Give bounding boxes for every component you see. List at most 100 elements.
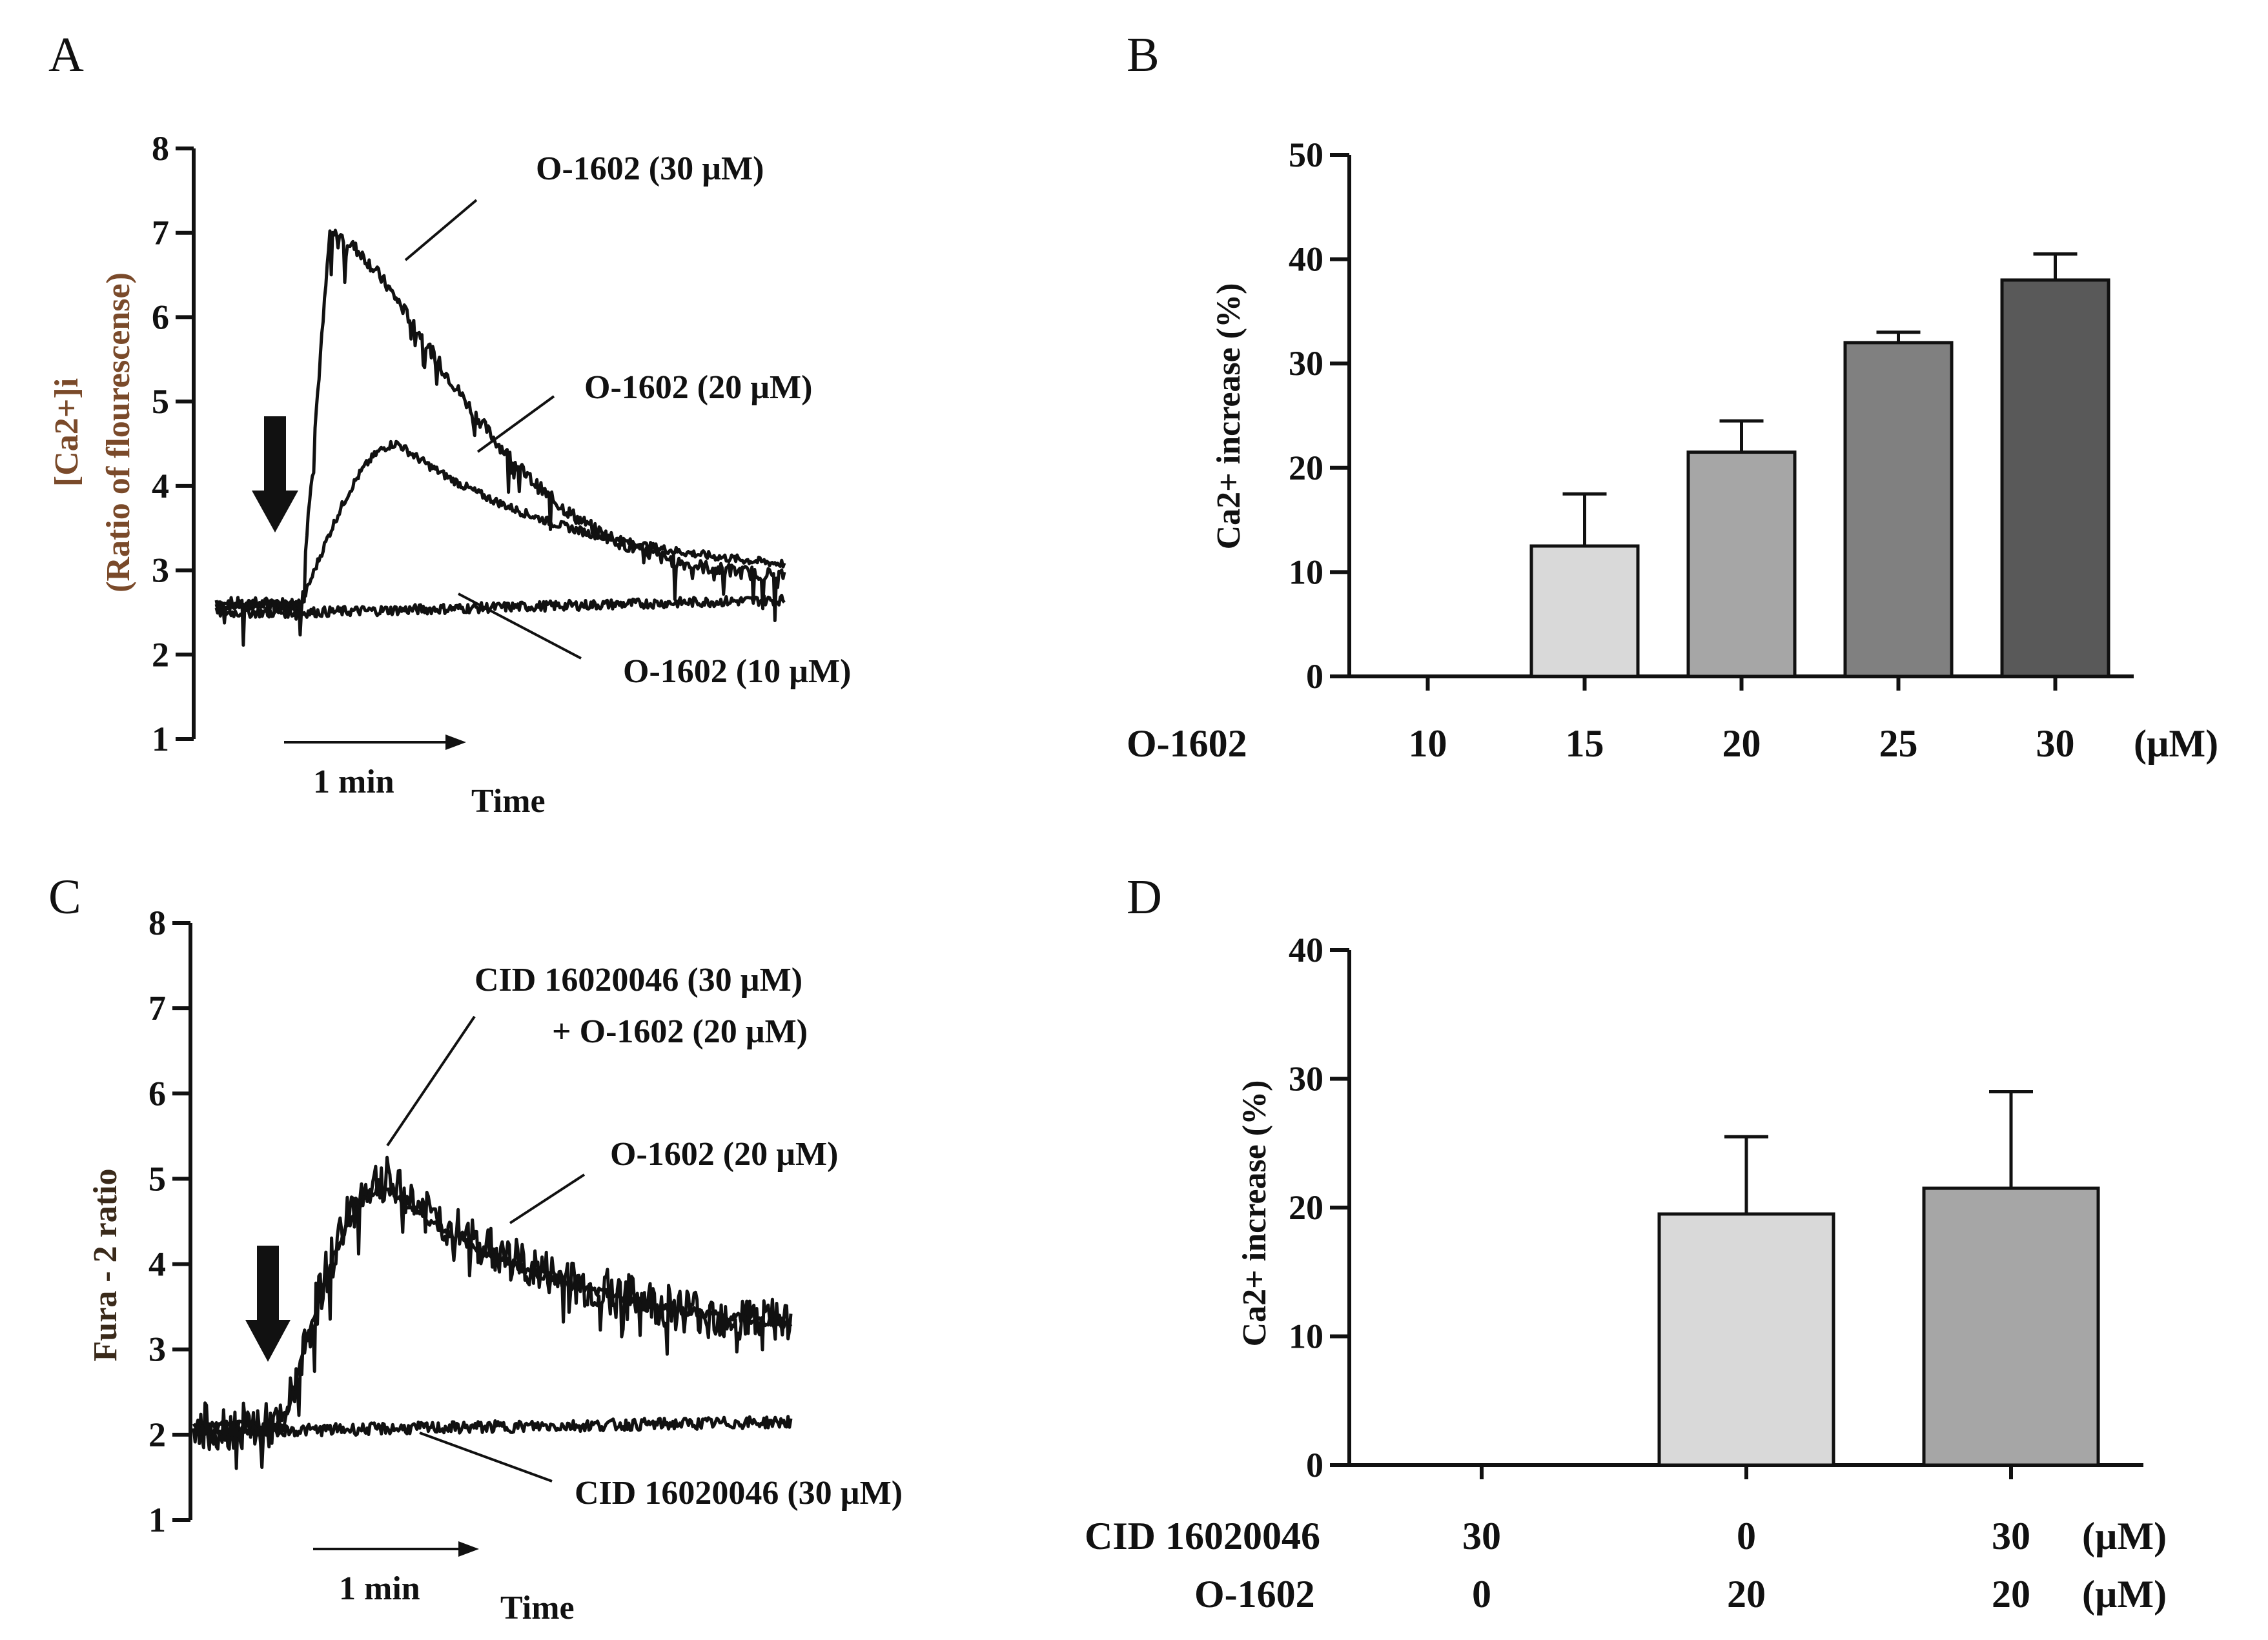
panel-d-categories: 30 0 0 20 30 20 [1462,1515,2030,1615]
panel-c-tick-label: 5 [148,1159,166,1198]
panel-a-traces [214,228,786,647]
panel-d-category-label: 0 [1472,1573,1491,1615]
panel-d-category-label: 20 [1992,1573,2030,1615]
panel-c-tick-label: 8 [148,904,166,942]
panel-a-trace-0 [214,228,786,647]
panel-d-bar [1657,1212,1835,1467]
panel-c-scale-label: 1 min [339,1570,420,1607]
panel-c-tick-label: 3 [148,1330,166,1369]
panel-letter-c: C [48,870,81,924]
panel-b-y-ticks: 0 10 20 30 40 50 [1289,136,1351,696]
panel-d-tick-label: 40 [1289,931,1323,969]
panel-b-tick-label: 30 [1289,344,1323,383]
panel-d-bars [1349,1089,2143,1479]
panel-b-category-label: 15 [1566,722,1604,765]
panel-b-tick-label: 10 [1289,552,1323,591]
panel-c-ylabel: Fura - 2 ratio [87,1169,124,1362]
panel-a-ylabel-sub: (Ratio of flourescense) [100,272,137,592]
panel-b-category-label: 30 [2036,722,2075,765]
panel-d-tick-label: 0 [1306,1446,1323,1484]
panel-c-leader-cid [419,1432,553,1483]
panel-d-category-label: 0 [1737,1515,1756,1557]
panel-c-label-cid: CID 16020046 (30 µM) [575,1475,903,1512]
panel-b-category-label: 10 [1409,722,1447,765]
panel-a-tick-label: 8 [152,129,169,168]
panel-a-tick-label: 6 [152,298,169,336]
panel-d-unit-1: (µM) [2082,1515,2167,1557]
panel-d-tick-label: 30 [1289,1060,1323,1098]
panel-d-category-label: 30 [1462,1515,1501,1557]
panel-d-bar-chart: 0 10 20 30 40 Ca2+ increase (%) CID 16020046… [1085,931,2167,1615]
panel-d-tick-label: 10 [1289,1317,1323,1356]
panel-a-leader-20 [476,395,555,453]
panel-letter-b: B [1127,28,1160,82]
panel-d-row-label-o1602: O-1602 [1194,1573,1315,1615]
panel-b-bar [1529,544,1640,678]
panel-b-bar [1686,450,1797,678]
panel-b-category-label: 20 [1722,722,1761,765]
panel-a-leader-30 [404,199,478,261]
panel-a-tick-label: 7 [152,214,169,252]
panel-a-y-ticks: 1 2 3 4 5 6 7 8 [152,129,196,758]
panel-c-leader-o1602 [509,1173,586,1224]
panel-a-label-10: O-1602 (10 µM) [623,653,851,690]
panel-letter-a: A [48,28,84,82]
panel-a-trace-chart: 1 2 3 4 5 6 7 8 [Ca2+]i (Ratio of flourescense)… [48,129,851,820]
panel-d-unit-2: (µM) [2082,1573,2167,1615]
panel-d-y-ticks: 0 10 20 30 40 [1289,931,1351,1484]
panel-d-tick-label: 20 [1289,1188,1323,1227]
panel-c-trace-2 [192,1415,793,1438]
panel-c-tick-label: 1 [148,1501,166,1539]
panel-a-tick-label: 4 [152,467,169,505]
panel-a-scale-arrow-icon [445,734,466,750]
panel-a-trace-2 [214,594,786,619]
panel-a-trace-1 [214,440,786,610]
panel-a-ylabel: [Ca2+]i [48,378,85,487]
panel-c-trace-1 [192,1183,793,1433]
panel-a-label-30: O-1602 (30 µM) [536,150,764,187]
panel-c-xlabel: Time [500,1590,575,1626]
panel-b-row-label: O-1602 [1127,722,1247,765]
panel-b-category-label: 25 [1879,722,1918,765]
panel-c-trace-chart: 1 2 3 4 5 6 7 8 Fura - 2 ratio CID 16020046 (30… [87,904,903,1626]
panel-b-bars [1349,252,2134,691]
panel-c-tick-label: 4 [148,1245,166,1284]
panel-a-label-20: O-1602 (20 µM) [584,369,812,406]
panel-b-tick-label: 40 [1289,240,1323,279]
panel-c-tick-label: 6 [148,1074,166,1113]
panel-d-row-label-cid: CID 16020046 [1085,1515,1320,1557]
panel-a-xlabel: Time [471,783,546,820]
panel-a-tick-label: 3 [152,551,169,590]
panel-b-bar [1843,341,1954,678]
panel-c-label-combo: CID 16020046 (30 µM) [475,962,802,998]
panel-d-category-label: 20 [1727,1573,1766,1615]
panel-b-bar [2000,278,2110,678]
panel-d-bar [1922,1186,2100,1467]
panel-d-category-label: 30 [1992,1515,2030,1557]
panel-a-scale-label: 1 min [313,764,394,800]
panel-b-categories: 10 15 20 25 30 [1409,722,2075,765]
panel-c-tick-label: 7 [148,989,166,1028]
panel-a-tick-label: 5 [152,382,169,421]
panel-b-tick-label: 20 [1289,449,1323,487]
panel-c-label-combo-2: + O-1602 (20 µM) [552,1013,808,1050]
panel-c-tick-label: 2 [148,1415,166,1454]
panel-c-y-ticks: 1 2 3 4 5 6 7 8 [148,904,192,1539]
stimulus-arrow-icon [245,1246,291,1362]
panel-c-scale-arrow-icon [458,1541,479,1557]
panel-b-tick-label: 50 [1289,136,1323,174]
panel-letter-d: D [1127,870,1162,924]
panel-b-unit: (µM) [2134,722,2218,765]
stimulus-arrow-icon [252,416,298,532]
panel-c-leader-combo [386,1015,476,1147]
panel-c-traces [192,1155,793,1470]
panel-a-tick-label: 2 [152,635,169,674]
panel-a-leader-10 [458,592,582,660]
panel-a-tick-label: 1 [152,720,169,758]
panel-b-ylabel: Ca2+ increase (%) [1211,283,1247,550]
panel-b-tick-label: 0 [1306,657,1323,696]
panel-c-label-o1602: O-1602 (20 µM) [610,1136,838,1173]
panel-d-ylabel: Ca2+ increase (%) [1236,1080,1273,1347]
